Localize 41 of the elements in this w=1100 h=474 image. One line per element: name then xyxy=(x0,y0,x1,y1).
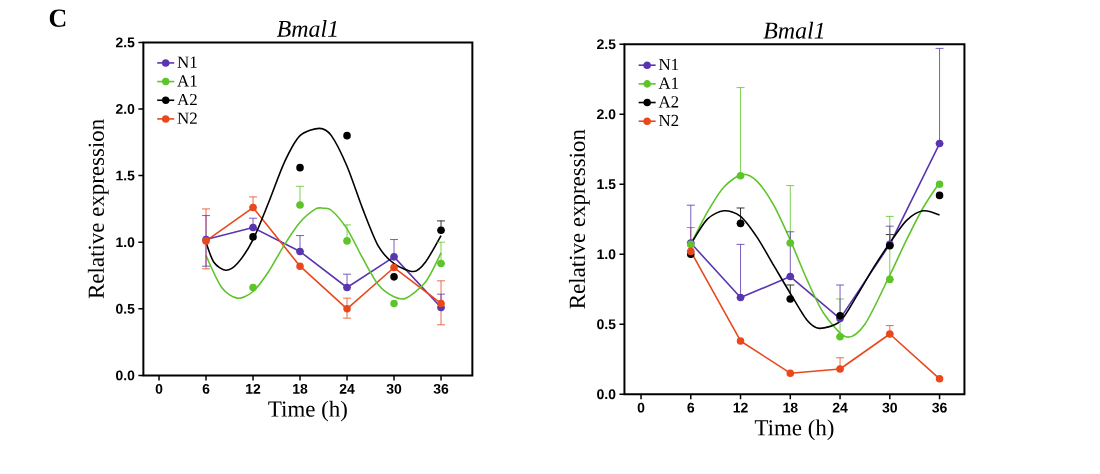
x-tick-label: 12 xyxy=(733,402,748,413)
x-tick-label: 6 xyxy=(202,383,210,394)
x-tick-label: 6 xyxy=(687,402,695,413)
legend-label: N2 xyxy=(658,114,679,127)
x-tick-label: 0 xyxy=(155,383,163,394)
legend-label: N2 xyxy=(177,112,197,124)
y-tick-label: 0.0 xyxy=(116,370,135,381)
x-tick-label: 30 xyxy=(882,402,897,413)
y-tick-label: 0.5 xyxy=(597,319,616,330)
x-axis-title: Time (h) xyxy=(268,400,347,422)
chart-title: Bmal1 xyxy=(276,20,337,37)
x-tick-label: 24 xyxy=(339,383,355,394)
y-tick-label: 2.0 xyxy=(115,104,135,114)
y-axis-title: Relative expression xyxy=(87,119,109,299)
x-tick-label: 24 xyxy=(832,402,848,413)
y-tick-label: 0.0 xyxy=(597,389,616,400)
legend-label: A2 xyxy=(658,96,679,108)
x-tick-label: 36 xyxy=(932,402,947,413)
y-tick-label: 1.5 xyxy=(116,170,135,181)
legend-label: N1 xyxy=(177,56,197,68)
x-tick-label: 36 xyxy=(433,383,449,394)
y-tick-label: 2.0 xyxy=(597,109,616,120)
x-tick-label: 18 xyxy=(293,383,308,394)
x-tick-label: 30 xyxy=(386,383,402,394)
x-tick-label: 12 xyxy=(246,383,261,394)
y-tick-label: 2.5 xyxy=(115,37,135,48)
x-tick-label: 18 xyxy=(783,402,798,413)
y-tick-label: 0.5 xyxy=(116,303,135,314)
chart-title: Bmal1 xyxy=(763,21,824,39)
text: C xyxy=(49,9,66,27)
y-tick-label: 2.5 xyxy=(597,39,616,50)
legend-label: N1 xyxy=(658,58,679,71)
legend-label: A2 xyxy=(177,93,197,106)
y-tick-label: 1.0 xyxy=(116,237,135,248)
x-axis-title: Time (h) xyxy=(754,419,834,441)
legend-label: A1 xyxy=(177,75,197,87)
x-tick-label: 0 xyxy=(637,402,645,413)
legend-label: A1 xyxy=(658,77,679,89)
y-tick-label: 1.5 xyxy=(597,179,616,190)
y-tick-label: 1.0 xyxy=(597,249,616,260)
y-axis-title: Relative expression xyxy=(568,129,590,309)
